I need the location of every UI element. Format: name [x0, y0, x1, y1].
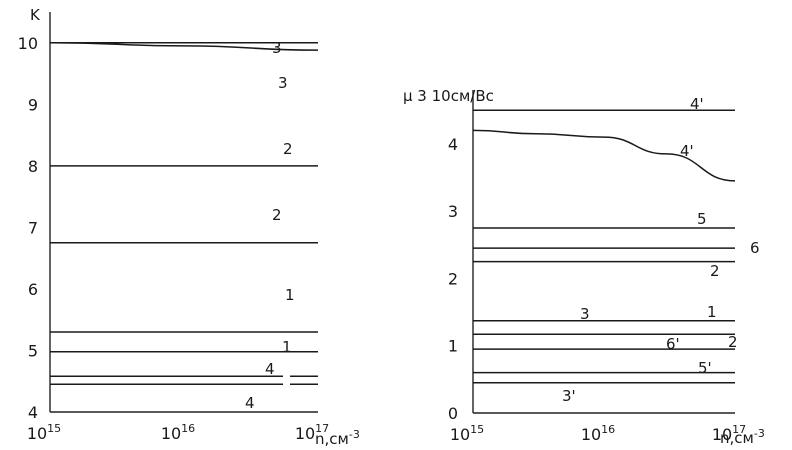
panel2-y-axis-title: μ 3 10см/Вс: [403, 87, 494, 105]
panel1-y-axis-title: K: [30, 6, 41, 24]
panel2-y-tick-label: 2: [448, 269, 458, 288]
panel1-series-label: 4: [245, 394, 255, 412]
panel1-x-axis-title: n,см-3: [315, 428, 360, 448]
panel2-series-label: 2: [728, 333, 738, 351]
panel2-series-label: 1: [707, 303, 717, 321]
panel1-x-tick-label: 1015: [27, 422, 61, 443]
panel2-x-axis-title: n,см-3: [720, 427, 765, 447]
panel2-series-label: 3': [562, 387, 576, 405]
panel2-series-label: 5: [697, 210, 707, 228]
panel2-series-label: 5': [698, 359, 712, 377]
panel1-y-tick-label: 7: [28, 218, 38, 237]
panel1-y-tick-label: 9: [28, 95, 38, 114]
panel1-x-tick-label: 1016: [161, 422, 195, 443]
panel1-series-line: [49, 42, 319, 51]
panel1-series-label: 2: [283, 140, 293, 158]
panel2-y-tick-label: 0: [448, 404, 458, 423]
panel1-y-tick-label: 5: [28, 341, 38, 360]
panel2-series-label: 6: [750, 239, 760, 257]
panel1-line-break: [283, 374, 290, 387]
panel2-y-tick-label: 4: [448, 135, 458, 154]
panel1-series-label: 3: [278, 74, 288, 92]
panel2-series-label: 6': [666, 335, 680, 353]
panel1-y-tick-label: 10: [18, 34, 38, 53]
panel2-series-label: 4': [690, 95, 704, 113]
panel1-series-label: 1: [285, 286, 295, 304]
panel1-series-label: 4: [265, 360, 275, 378]
panel2-series-label: 4': [680, 142, 694, 160]
panel2-x-tick-label: 1015: [450, 423, 484, 444]
panel2-x-tick-label: 1016: [581, 423, 615, 444]
panel1-series-label: 2: [272, 206, 282, 224]
panel2-y-tick-label: 1: [448, 337, 458, 356]
panel1-series-label: 3: [272, 39, 282, 57]
panel2-series-label: 3: [580, 305, 590, 323]
panel1-y-tick-label: 6: [28, 280, 38, 299]
panel1-y-tick-label: 8: [28, 157, 38, 176]
panel1-y-tick-label: 4: [28, 403, 38, 422]
panel2-series-label: 2: [710, 262, 720, 280]
panel2-y-tick-label: 3: [448, 202, 458, 221]
panel1-series-label: 1: [282, 338, 292, 356]
panel2-series-line: [472, 129, 736, 182]
